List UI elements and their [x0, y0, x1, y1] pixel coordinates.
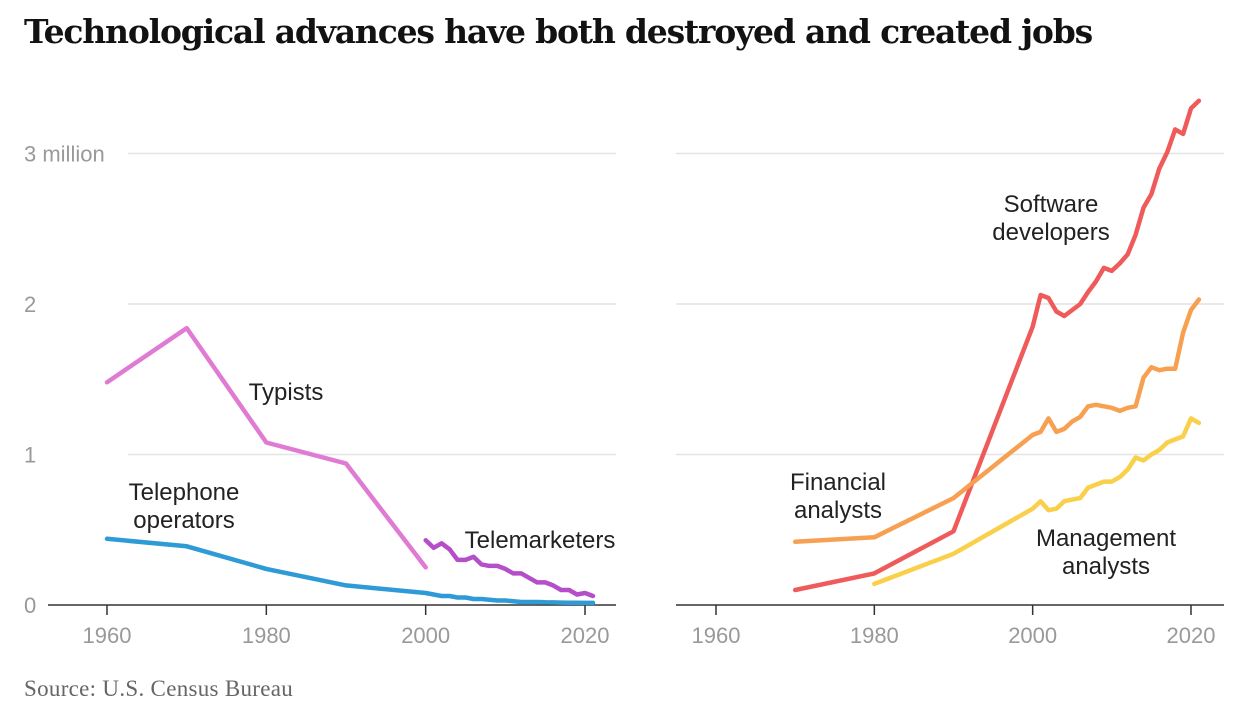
series-label-management-analysts: Management analysts: [1036, 525, 1176, 580]
series-line-financial-analysts: [792, 297, 1202, 545]
series-label-line: Financial: [790, 469, 886, 496]
series-line-telemarketers: [423, 538, 596, 599]
series-label-line: operators: [133, 507, 234, 534]
chart-panel-1: 0 1 2 3 million 1960 1980 2000 2020 Typists Telep…: [24, 142, 616, 648]
series-label-line: Telemarketers: [465, 527, 616, 554]
x-tick-label: 1960: [692, 623, 741, 648]
x-tick-label: 2020: [1167, 623, 1216, 648]
series-label-line: Telephone: [129, 479, 240, 506]
series-label-line: Typists: [249, 379, 324, 406]
series-line-management-analysts: [872, 416, 1202, 587]
y-tick-label: 1: [24, 443, 36, 468]
series-label-line: analysts: [794, 497, 882, 524]
series-label-telemarketers: Telemarketers: [465, 527, 616, 554]
x-tick-label: 2000: [401, 623, 450, 648]
series-label-telephone-operators: Telephone operators: [129, 479, 240, 534]
chart-panel-2: 1960 1980 2000 2020 Software developers Financ…: [676, 98, 1224, 648]
x-tick-label: 2020: [561, 623, 610, 648]
series-label-typists: Typists: [249, 379, 324, 406]
series-line-telephone-operators: [104, 536, 596, 606]
series-line-typists: [104, 325, 428, 570]
series-label-line: Management: [1036, 525, 1176, 552]
y-tick-label: 0: [24, 593, 36, 618]
x-tick-label: 1980: [850, 623, 899, 648]
series-line-software-developers: [792, 98, 1202, 593]
x-tick-label: 1960: [83, 623, 132, 648]
y-tick-label: 3 million: [24, 142, 105, 167]
series-label-line: developers: [992, 219, 1109, 246]
series-label-line: analysts: [1062, 553, 1150, 580]
series-label-software-developers: Software developers: [992, 191, 1109, 246]
series-label-line: Software: [1004, 191, 1099, 218]
y-tick-label: 2: [24, 292, 36, 317]
chart-title: Technological advances have both destroy…: [24, 12, 1093, 51]
series-label-financial-analysts: Financial analysts: [790, 469, 886, 524]
x-tick-label: 2000: [1008, 623, 1057, 648]
x-tick-label: 1980: [242, 623, 291, 648]
source-note: Source: U.S. Census Bureau: [24, 676, 294, 701]
